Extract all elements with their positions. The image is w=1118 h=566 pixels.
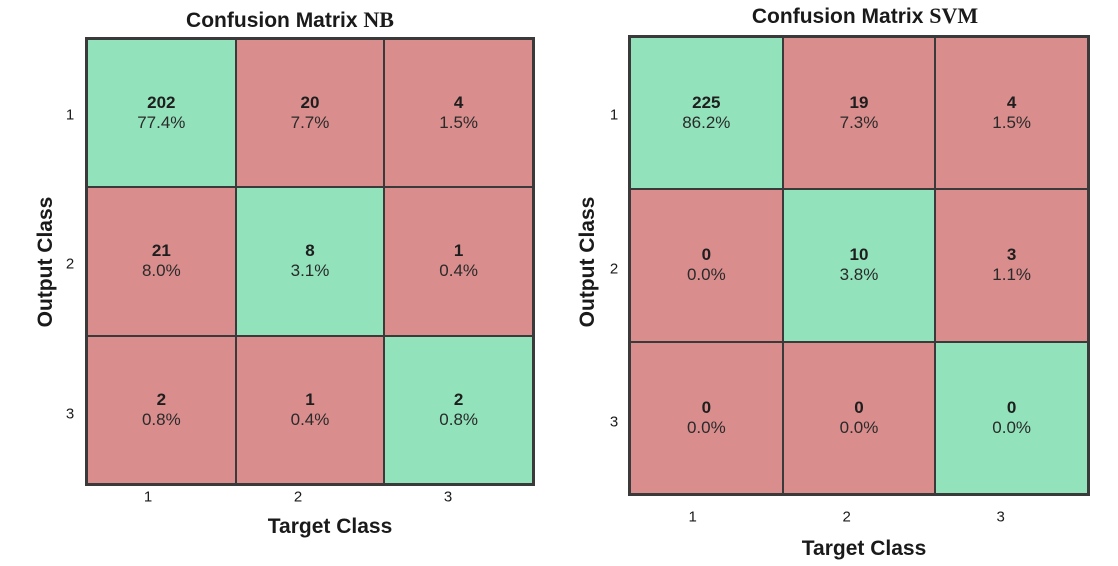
nb-cell-r2-c1: 21 8.0% bbox=[87, 187, 236, 336]
cell-count: 19 bbox=[849, 93, 869, 113]
nb-x-tick-2: 2 bbox=[293, 488, 303, 506]
svm-cell-r3-c2: 0 0.0% bbox=[782, 341, 936, 494]
nb-x-tick-1: 1 bbox=[143, 488, 153, 506]
nb-y-tick-1: 1 bbox=[65, 106, 75, 124]
cell-count: 0 bbox=[1006, 397, 1017, 417]
cell-percent: 0.8% bbox=[439, 409, 479, 429]
cell-count: 21 bbox=[151, 241, 171, 261]
svm-cell-r1-c2: 19 7.3% bbox=[782, 37, 936, 190]
nb-cell-r1-c2: 20 7.7% bbox=[235, 39, 385, 188]
cell-percent: 7.7% bbox=[290, 113, 330, 133]
svm-y-tick-2: 2 bbox=[609, 260, 619, 278]
svm-y-axis-label: Output Class bbox=[576, 196, 599, 328]
nb-cell-r3-c3: 2 0.8% bbox=[384, 335, 533, 484]
cell-percent: 3.8% bbox=[839, 265, 879, 285]
cell-count: 2 bbox=[156, 389, 167, 409]
cell-percent: 0.0% bbox=[992, 417, 1032, 437]
nb-title-suffix: NB bbox=[363, 7, 394, 32]
nb-cell-r1-c1: 202 77.4% bbox=[87, 39, 236, 188]
cell-count: 0 bbox=[701, 397, 712, 417]
cell-percent: 1.5% bbox=[992, 113, 1032, 133]
cell-count: 1 bbox=[453, 241, 464, 261]
cell-percent: 1.5% bbox=[439, 113, 479, 133]
svm-cell-r3-c1: 0 0.0% bbox=[630, 341, 783, 494]
cell-count: 4 bbox=[453, 93, 464, 113]
svm-title-suffix: SVM bbox=[929, 3, 979, 28]
cell-percent: 0.0% bbox=[686, 265, 726, 285]
nb-y-tick-2: 2 bbox=[65, 255, 75, 273]
nb-title-main: Confusion Matrix bbox=[186, 9, 358, 32]
svm-title-main: Confusion Matrix bbox=[751, 5, 924, 28]
cell-count: 8 bbox=[305, 241, 315, 261]
nb-panel: Confusion Matrix NB Output Class 202 77.4… bbox=[34, 7, 535, 538]
cell-count: 3 bbox=[1006, 245, 1017, 265]
cell-count: 1 bbox=[305, 389, 315, 409]
svm-cell-r2-c2: 10 3.8% bbox=[782, 189, 936, 342]
svm-y-tick-3: 3 bbox=[609, 413, 619, 431]
svm-cell-r1-c3: 4 1.5% bbox=[935, 37, 1088, 190]
svm-x-tick-3: 3 bbox=[996, 508, 1005, 526]
cell-percent: 3.1% bbox=[290, 261, 330, 281]
nb-cell-r2-c3: 1 0.4% bbox=[384, 187, 533, 336]
svm-cell-r3-c3: 0 0.0% bbox=[935, 341, 1088, 494]
nb-y-axis-label: Output Class bbox=[34, 196, 57, 328]
svm-cell-r2-c1: 0 0.0% bbox=[630, 189, 783, 342]
cell-percent: 0.4% bbox=[439, 261, 479, 281]
nb-cell-r1-c3: 4 1.5% bbox=[384, 39, 533, 188]
cell-percent: 8.0% bbox=[141, 261, 181, 281]
nb-x-axis-label: Target Class bbox=[267, 515, 393, 538]
nb-cell-r3-c2: 1 0.4% bbox=[235, 335, 385, 484]
nb-chart-title: Confusion Matrix NB bbox=[186, 7, 394, 33]
nb-x-tick-3: 3 bbox=[443, 488, 453, 506]
cell-percent: 0.0% bbox=[686, 417, 726, 437]
svm-x-tick-2: 2 bbox=[842, 508, 851, 526]
nb-y-tick-3: 3 bbox=[65, 405, 75, 423]
svm-matrix: 225 86.2% 19 7.3% 4 1.5% 0 0.0% 10 3.8% 3 1.1% 0 0.0%… bbox=[628, 35, 1090, 496]
cell-count: 20 bbox=[300, 93, 320, 113]
cell-percent: 7.3% bbox=[839, 113, 879, 133]
svm-chart-title: Confusion Matrix SVM bbox=[752, 3, 978, 29]
cell-count: 0 bbox=[701, 245, 712, 265]
svm-x-tick-1: 1 bbox=[688, 508, 697, 526]
cell-percent: 0.4% bbox=[290, 409, 330, 429]
cell-percent: 1.1% bbox=[992, 265, 1032, 285]
cell-count: 0 bbox=[854, 397, 864, 417]
cell-percent: 0.8% bbox=[141, 409, 181, 429]
svm-cell-r1-c1: 225 86.2% bbox=[630, 37, 783, 190]
svm-x-axis-label: Target Class bbox=[801, 537, 927, 560]
cell-count: 2 bbox=[453, 389, 464, 409]
cell-count: 4 bbox=[1006, 93, 1017, 113]
svm-y-tick-1: 1 bbox=[609, 106, 619, 124]
nb-cell-r3-c1: 2 0.8% bbox=[87, 335, 236, 484]
nb-matrix: 202 77.4% 20 7.7% 4 1.5% 21 8.0% 8 3.1% 1 0.4% 2 0.8%… bbox=[85, 37, 535, 486]
svm-cell-r2-c3: 3 1.1% bbox=[935, 189, 1088, 342]
cell-count: 202 bbox=[147, 93, 176, 113]
cell-percent: 0.0% bbox=[839, 417, 879, 437]
cell-percent: 77.4% bbox=[137, 113, 186, 133]
cell-count: 10 bbox=[849, 245, 869, 265]
cell-percent: 86.2% bbox=[682, 113, 731, 133]
nb-cell-r2-c2: 8 3.1% bbox=[235, 187, 385, 336]
cell-count: 225 bbox=[692, 93, 721, 113]
